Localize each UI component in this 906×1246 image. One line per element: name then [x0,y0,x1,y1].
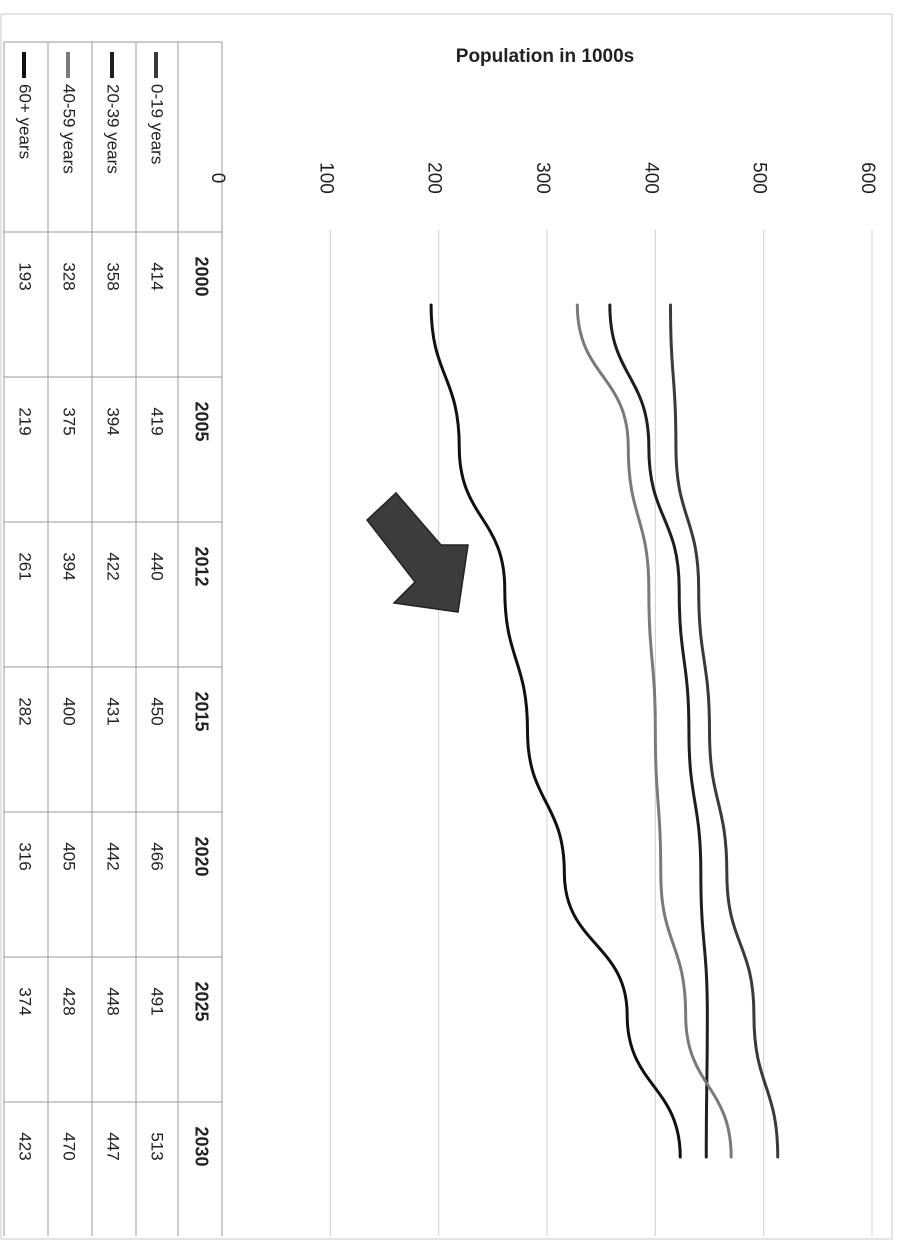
legend-label: 40-59 years [60,84,79,174]
x-tick-label: 2030 [191,1126,211,1166]
data-cell: 374 [16,987,35,1015]
data-cell: 405 [60,842,79,870]
legend-label: 60+ years [16,84,35,159]
data-cell: 394 [104,407,123,435]
y-tick-label: 200 [424,162,445,194]
y-tick-label: 100 [315,162,336,194]
legend-label: 0-19 years [148,84,167,164]
data-cell: 466 [148,842,167,870]
x-tick-label: 2000 [191,256,211,296]
data-cell: 513 [148,1132,167,1160]
series-line [429,303,682,1159]
x-tick-label: 2005 [191,401,211,441]
data-cell: 448 [104,987,123,1015]
data-cell: 282 [16,697,35,725]
data-cell: 419 [148,407,167,435]
data-cell: 375 [60,407,79,435]
y-tick-label: 400 [640,162,661,194]
series-line [575,303,733,1159]
y-tick-label: 600 [857,162,878,194]
data-cell: 316 [16,842,35,870]
data-cell: 450 [148,697,167,725]
data-cell: 431 [104,697,123,725]
series-line [608,303,709,1159]
y-tick-label: 0 [207,173,228,184]
x-tick-label: 2012 [191,546,211,586]
series-lines [429,303,780,1159]
data-cell: 193 [16,262,35,290]
data-cell: 447 [104,1132,123,1160]
legend-label: 20-39 years [104,84,123,174]
data-table: 2000 2005 2012 2015 2020 2025 2030 0-19 years 41… [3,41,223,1236]
data-cell: 400 [60,697,79,725]
chart-border [0,13,893,1240]
data-cell: 261 [16,552,35,580]
y-axis-ticks: 0 100 200 300 400 500 600 [207,162,878,194]
series-line [669,303,780,1159]
x-tick-label: 2015 [191,691,211,731]
data-cell: 442 [104,842,123,870]
data-cell: 414 [148,262,167,290]
data-cell: 422 [104,552,123,580]
arrow-annotation [365,491,469,613]
data-cell: 440 [148,552,167,580]
x-tick-label: 2025 [191,981,211,1021]
y-tick-label: 300 [532,162,553,194]
x-tick-label: 2020 [191,836,211,876]
data-cell: 219 [16,407,35,435]
chart-title: Population in 1000s [456,46,634,67]
data-cell: 470 [60,1132,79,1160]
y-tick-label: 500 [749,162,770,194]
data-cell: 491 [148,987,167,1015]
data-cell: 423 [16,1132,35,1160]
data-cell: 328 [60,262,79,290]
data-cell: 394 [60,552,79,580]
data-cell: 428 [60,987,79,1015]
data-cell: 358 [104,262,123,290]
